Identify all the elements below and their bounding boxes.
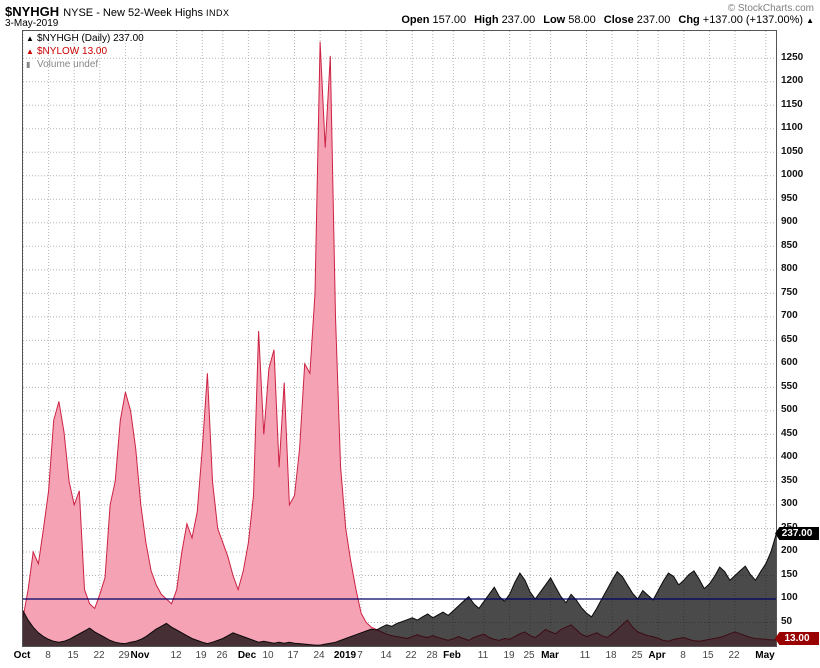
ohlc-quote-row: Open 157.00 High 237.00 Low 58.00 Close 237.00 C… <box>393 14 814 26</box>
y-axis-label: 1200 <box>781 75 804 86</box>
series-area-NYHGH <box>23 534 776 646</box>
quote-value: 237.00 <box>501 14 536 26</box>
x-axis-day-label: 17 <box>287 650 299 661</box>
legend-label: Volume undef <box>37 59 99 70</box>
legend: ▲ $NYHGH (Daily) 237.00 ▲ $NYLOW 13.00 ▮ Volu… <box>26 32 144 71</box>
x-axis-day-label: 19 <box>195 650 207 661</box>
symbol: $NYHGH <box>5 4 60 19</box>
x-axis-month-label: 2019 <box>333 650 357 661</box>
x-axis-day-label: 10 <box>262 650 274 661</box>
y-axis-label: 700 <box>781 310 798 321</box>
x-axis-month-label: Nov <box>130 650 150 661</box>
x-axis-month-label: Oct <box>13 650 31 661</box>
exchange-name: NYSE - New 52-Week Highs <box>63 7 203 19</box>
last-price-tag: 237.00 <box>775 527 819 540</box>
y-axis-label: 1100 <box>781 122 803 133</box>
y-axis-label: 750 <box>781 287 798 298</box>
y-axis-label: 400 <box>781 451 798 462</box>
legend-row: ▲ $NYHGH (Daily) 237.00 <box>26 32 144 45</box>
last-price-tag: 13.00 <box>775 632 819 645</box>
quote-value: 157.00 <box>432 14 467 26</box>
quote-value: 58.00 <box>568 14 596 26</box>
x-axis-day-label: 22 <box>728 650 740 661</box>
y-axis-label: 100 <box>781 592 798 603</box>
x-axis-month-label: Feb <box>443 650 461 661</box>
x-axis-day-label: 24 <box>313 650 325 661</box>
quote-label: Chg <box>678 14 700 26</box>
y-axis-label: 450 <box>781 428 798 439</box>
x-axis-day-label: 19 <box>503 650 515 661</box>
chart-title: $NYHGH NYSE - New 52-Week Highs INDX <box>5 3 230 21</box>
y-axis-label: 800 <box>781 263 798 274</box>
volume-bars-icon: ▮ <box>26 60 31 69</box>
x-axis-day-label: 29 <box>118 650 130 661</box>
x-axis-day-label: 8 <box>680 650 686 661</box>
copyright: © StockCharts.com <box>727 3 814 14</box>
y-axis-label: 350 <box>781 475 798 486</box>
area-series-icon: ▲ <box>26 34 34 43</box>
security-type-tag: INDX <box>205 8 230 18</box>
x-axis-day-label: 7 <box>357 650 363 661</box>
y-axis-label: 300 <box>781 498 798 509</box>
y-axis-label: 650 <box>781 334 798 345</box>
legend-row: ▮ Volume undef <box>26 58 144 71</box>
x-axis-day-label: 22 <box>93 650 105 661</box>
x-axis-day-label: 26 <box>216 650 228 661</box>
chart-date: 3-May-2019 <box>5 18 59 29</box>
quote-value: 237.00 <box>636 14 671 26</box>
x-axis-day-label: 18 <box>605 650 617 661</box>
x-axis-month-label: Dec <box>237 650 257 661</box>
x-axis-day-label: 28 <box>426 650 438 661</box>
y-axis-label: 50 <box>781 616 793 627</box>
y-axis-label: 900 <box>781 216 798 227</box>
x-axis-day-label: 25 <box>631 650 643 661</box>
x-axis-day-label: 11 <box>579 650 591 661</box>
x-axis-day-label: 14 <box>380 650 392 661</box>
x-axis-day-label: 15 <box>702 650 714 661</box>
legend-label: $NYLOW 13.00 <box>37 46 108 57</box>
series-line-NYHGH <box>23 534 776 646</box>
x-axis-day-label: 12 <box>170 650 182 661</box>
y-axis: 5010015020025030035040045050055060065070… <box>781 0 819 668</box>
price-chart <box>23 31 776 646</box>
y-axis-label: 850 <box>781 240 798 251</box>
y-axis-label: 150 <box>781 569 798 580</box>
y-axis-label: 600 <box>781 357 798 368</box>
y-axis-label: 950 <box>781 193 798 204</box>
legend-row: ▲ $NYLOW 13.00 <box>26 45 144 58</box>
x-axis: Oct 8 15 22 29 Nov 12 19 26 Dec 10 17 24 2019 7 14 22 28 F… <box>14 650 775 665</box>
x-axis-day-label: 25 <box>523 650 535 661</box>
x-axis-month-label: May <box>755 650 775 661</box>
y-axis-label: 500 <box>781 404 798 415</box>
quote-label: High <box>474 14 499 26</box>
x-axis-day-label: 11 <box>477 650 489 661</box>
x-axis-day-label: 22 <box>405 650 417 661</box>
y-axis-label: 1000 <box>781 169 804 180</box>
quote-value: +137.00 (+137.00%) <box>702 14 804 26</box>
quote-label: Low <box>543 14 566 26</box>
series-area-NYLOW <box>23 41 776 646</box>
change-up-arrow-icon: ▲ <box>806 16 814 25</box>
area-series-icon: ▲ <box>26 47 34 56</box>
x-axis-month-label: Apr <box>648 650 666 661</box>
quote-label: Close <box>603 14 634 26</box>
quote-label: Open <box>401 14 430 26</box>
y-axis-label: 1050 <box>781 146 804 157</box>
y-axis-label: 550 <box>781 381 798 392</box>
x-axis-day-label: 8 <box>45 650 51 661</box>
y-axis-label: 1250 <box>781 52 804 63</box>
x-axis-month-label: Mar <box>541 650 559 661</box>
y-axis-label: 1150 <box>781 99 803 110</box>
y-axis-label: 200 <box>781 545 798 556</box>
plot-area <box>22 30 777 647</box>
legend-label: $NYHGH (Daily) 237.00 <box>37 33 144 44</box>
x-axis-day-label: 15 <box>67 650 79 661</box>
